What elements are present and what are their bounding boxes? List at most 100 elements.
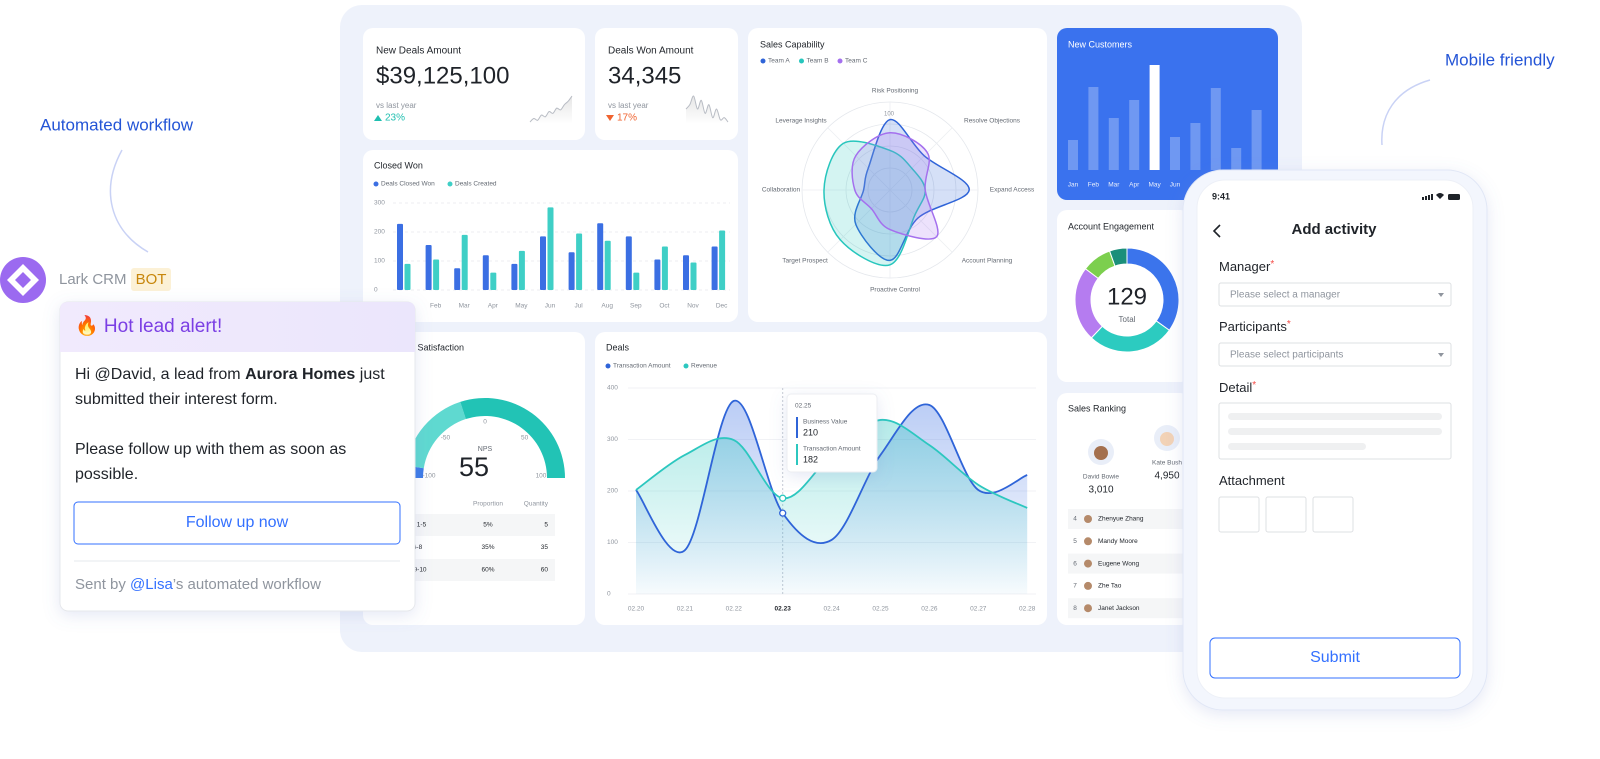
submit-button[interactable] (1209, 637, 1461, 679)
attachment-slot[interactable] (1265, 496, 1307, 533)
status-time: 9:41 (1212, 191, 1230, 201)
y-tick-label: 200 (374, 229, 385, 236)
y-tick-label: 0 (607, 591, 611, 598)
table-cell: 5% (483, 522, 493, 529)
back (1212, 224, 1221, 238)
select[interactable] (1218, 282, 1452, 307)
legend-label: Transaction Amount (613, 363, 671, 370)
placeholder: Please select a manager (1230, 290, 1341, 301)
x-tick-label: Apr (488, 303, 499, 310)
footer-text: Sent by (75, 576, 130, 593)
table-cell: 35 (541, 544, 549, 551)
attachment-slot[interactable] (1312, 496, 1354, 533)
x-tick-label: 02.26 (921, 606, 938, 613)
x-tick-label: May (1148, 182, 1161, 189)
bar (540, 236, 546, 290)
tooltip-value: 182 (803, 454, 818, 464)
x-tick-label: Oct (659, 303, 669, 310)
bar (568, 252, 575, 290)
field-label: Attachment (1219, 473, 1285, 488)
select[interactable] (1218, 342, 1452, 367)
ranking-value: 4,950 (1154, 471, 1179, 482)
line (635, 399, 1028, 554)
radar-axis-label: Collaboration (762, 187, 801, 194)
caret (1438, 293, 1444, 297)
bar (482, 255, 489, 290)
x-tick-label: 02.23 (775, 606, 792, 613)
tooltip-name: Business Value (803, 419, 848, 426)
x-tick-label: 02.27 (970, 606, 987, 613)
trend-arrow (606, 115, 614, 121)
radar-axis-label: Risk Positioning (872, 88, 919, 95)
card (363, 28, 585, 140)
table-header: Quantity (524, 501, 549, 508)
rank: 6 (1073, 560, 1077, 567)
ranking-name: Mandy Moore (1098, 538, 1138, 545)
bar (547, 207, 554, 290)
gauge-tick-label: 100 (536, 473, 547, 480)
bar (1190, 123, 1201, 170)
submit-label[interactable]: Submit (1310, 649, 1360, 666)
radar-shape (851, 132, 939, 240)
bar (597, 223, 604, 290)
message-text: submitted their interest form. (75, 391, 278, 408)
tooltip-date: 02.25 (795, 403, 812, 410)
table-cell: 60% (481, 567, 494, 574)
x-tick-label: 02.28 (1019, 606, 1036, 613)
placeholder: Please select participants (1230, 350, 1343, 361)
bar (654, 259, 661, 290)
gauge-segment (405, 401, 466, 469)
avatar (1084, 559, 1092, 568)
signal (1425, 196, 1427, 200)
gauge-segment (460, 398, 565, 478)
footer: Sent by @Lisa’s automated workflow (75, 576, 321, 593)
bar (711, 246, 718, 290)
card-title: Account Engagement (1068, 221, 1155, 231)
x-tick-label: Mar (459, 303, 471, 310)
bar (1231, 148, 1242, 170)
button-label[interactable]: Follow up now (186, 514, 289, 531)
bar (604, 240, 611, 290)
x-tick-label: Feb (1088, 182, 1100, 189)
attachment-slot[interactable] (1218, 496, 1260, 533)
bar (1210, 88, 1221, 170)
bar (404, 263, 411, 290)
x-tick-label: 02.22 (726, 606, 743, 613)
legend-label: Team C (845, 58, 868, 65)
skeleton (1228, 413, 1442, 420)
card-title: Deals (606, 342, 630, 352)
trend-arrow (374, 115, 382, 121)
radar-axis-label: Leverage Insights (775, 118, 827, 125)
bar (397, 223, 403, 290)
x-tick-label: Nov (687, 303, 699, 310)
kpi-compare: vs last year (608, 101, 649, 110)
button[interactable] (73, 501, 401, 545)
gauge-score: 55 (459, 452, 489, 482)
ranking-name: Zhenyue Zhang (1098, 516, 1144, 523)
y-tick-label: 100 (374, 258, 385, 265)
ranking-name: Kate Bush (1152, 460, 1182, 467)
ranking-name: David Bowie (1083, 474, 1120, 481)
legend-label: Deals Created (455, 181, 497, 188)
bot-name: Lark CRM (59, 271, 127, 288)
legend-label: Team B (807, 58, 829, 65)
avatar (1084, 581, 1092, 590)
bar (690, 262, 697, 290)
table-cell: 60 (541, 567, 549, 574)
legend-dot (605, 363, 611, 369)
kpi-change: 17% (617, 113, 637, 124)
required-mark: * (1252, 380, 1256, 391)
signal (1422, 197, 1424, 200)
x-tick-label: Aug (601, 303, 613, 310)
content: Automated workflow Mobile friendly New Dea… (0, 28, 1555, 711)
field-label: Manager* (1219, 259, 1274, 275)
feature-label: Automated workflow (40, 115, 194, 134)
tooltip-bar (796, 444, 798, 465)
message-line: possible. (75, 466, 138, 483)
bar (425, 245, 432, 290)
y-tick-label: 200 (607, 488, 618, 495)
table-row-bg (377, 514, 555, 536)
table-cell: 35% (481, 544, 494, 551)
